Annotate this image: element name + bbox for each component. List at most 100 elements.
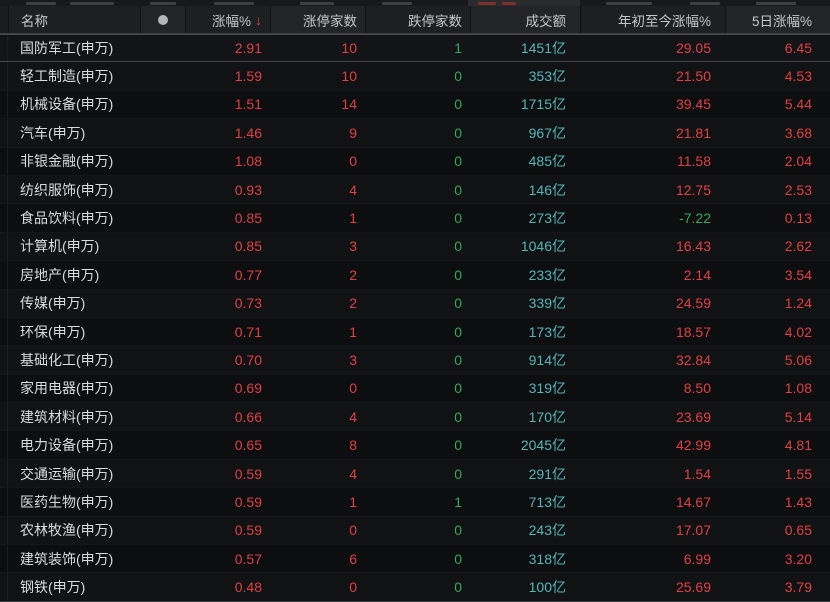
5day-change-cell: 5.44 — [784, 96, 812, 113]
turnover-cell: 967亿 — [528, 124, 566, 141]
table-body: 国防军工(申万) 2.91 10 1 1451亿 29.05 6.45 轻工制造(申万) 1.5… — [0, 34, 830, 602]
row-gutter — [0, 431, 8, 459]
ytd-change-cell: 18.57 — [675, 323, 711, 340]
sector-row[interactable]: 家用电器(申万) 0.69 0 0 319亿 8.50 1.08 — [0, 374, 830, 404]
change-pct-cell: 0.85 — [234, 238, 262, 255]
limit-up-count-cell: 9 — [349, 124, 357, 141]
row-gutter — [0, 261, 8, 289]
5day-change-cell: 1.55 — [784, 465, 812, 482]
dot-cell — [140, 517, 185, 544]
limit-down-count-cell: 0 — [454, 210, 462, 227]
row-gutter — [0, 516, 8, 545]
turnover-cell: 100亿 — [528, 579, 566, 596]
limit-up-count-cell: 0 — [349, 579, 357, 596]
sector-name-cell: 农林牧渔(申万) — [20, 522, 114, 539]
sector-name-cell: 食品饮料(申万) — [20, 210, 114, 227]
dot-cell — [140, 488, 185, 515]
ytd-change-cell: 12.75 — [675, 181, 711, 198]
5day-change-cell: 0.13 — [784, 210, 812, 227]
turnover-cell: 1451亿 — [520, 40, 566, 57]
turnover-cell: 353亿 — [528, 68, 566, 85]
col-header-change-pct[interactable]: 涨幅% ↓ — [185, 6, 270, 33]
ytd-change-cell: 24.59 — [675, 295, 711, 312]
sector-name-cell: 国防军工(申万) — [20, 40, 114, 57]
row-gutter — [0, 147, 8, 175]
row-gutter — [0, 317, 8, 346]
sector-row[interactable]: 建筑装饰(申万) 0.57 6 0 318亿 6.99 3.20 — [0, 545, 830, 574]
sector-name-cell: 家用电器(申万) — [20, 380, 114, 397]
dot-cell — [140, 431, 185, 458]
turnover-cell: 914亿 — [528, 351, 566, 368]
sector-row[interactable]: 交通运输(申万) 0.59 4 0 291亿 1.54 1.55 — [0, 459, 830, 489]
5day-change-cell: 5.06 — [784, 351, 812, 368]
limit-down-count-cell: 0 — [454, 238, 462, 255]
sector-name-cell: 医药生物(申万) — [20, 493, 114, 510]
5day-change-cell: 3.68 — [784, 124, 812, 141]
sector-name-cell: 环保(申万) — [20, 323, 86, 340]
change-pct-cell: 1.08 — [234, 153, 262, 170]
limit-up-count-cell: 2 — [349, 266, 357, 283]
5day-change-cell: 6.45 — [784, 40, 812, 57]
limit-up-count-cell: 1 — [349, 210, 357, 227]
change-pct-cell: 0.73 — [234, 295, 262, 312]
sector-row[interactable]: 传媒(申万) 0.73 2 0 339亿 24.59 1.24 — [0, 289, 830, 318]
row-gutter — [0, 545, 8, 573]
limit-up-count-cell: 0 — [349, 153, 357, 170]
limit-up-count-cell: 1 — [349, 323, 357, 340]
sector-row[interactable]: 建筑材料(申万) 0.66 4 0 170亿 23.69 5.14 — [0, 403, 830, 432]
sector-row[interactable]: 农林牧渔(申万) 0.59 0 0 243亿 17.07 0.65 — [0, 516, 830, 546]
dot-icon — [158, 14, 168, 25]
ytd-change-cell: 42.99 — [675, 437, 711, 454]
sector-row[interactable]: 医药生物(申万) 0.59 1 1 713亿 14.67 1.43 — [0, 488, 830, 517]
limit-up-count-cell: 4 — [349, 408, 357, 425]
sector-row[interactable]: 非银金融(申万) 1.08 0 0 485亿 11.58 2.04 — [0, 147, 830, 176]
col-header-limit-down[interactable]: 跌停家数 — [365, 6, 470, 33]
sector-row[interactable]: 机械设备(申万) 1.51 14 0 1715亿 39.45 5.44 — [0, 90, 830, 120]
sector-name-cell: 传媒(申万) — [20, 295, 86, 312]
sector-row[interactable]: 国防军工(申万) 2.91 10 1 1451亿 29.05 6.45 — [0, 34, 830, 63]
dot-cell — [140, 375, 185, 402]
dot-cell — [140, 204, 185, 231]
change-pct-cell: 0.69 — [234, 380, 262, 397]
row-gutter — [0, 90, 8, 119]
limit-up-count-cell: 10 — [341, 40, 357, 57]
limit-up-count-cell: 3 — [349, 351, 357, 368]
limit-down-count-cell: 0 — [454, 522, 462, 539]
col-header-5day-label: 5日涨幅% — [751, 13, 812, 29]
sector-row[interactable]: 汽车(申万) 1.46 9 0 967亿 21.81 3.68 — [0, 119, 830, 148]
limit-down-count-cell: 0 — [454, 295, 462, 312]
col-header-limit-down-label: 跌停家数 — [408, 13, 462, 29]
col-header-ytd-change[interactable]: 年初至今涨幅% — [580, 6, 725, 33]
sector-row[interactable]: 纺织服饰(申万) 0.93 4 0 146亿 12.75 2.53 — [0, 175, 830, 205]
dot-cell — [140, 233, 185, 260]
col-header-ytd-label: 年初至今涨幅% — [617, 13, 711, 29]
limit-down-count-cell: 0 — [454, 266, 462, 283]
sector-row[interactable]: 环保(申万) 0.71 1 0 173亿 18.57 4.02 — [0, 317, 830, 347]
sector-name-cell: 建筑装饰(申万) — [20, 550, 114, 567]
col-header-name[interactable]: 名称 — [8, 6, 140, 33]
change-pct-cell: 0.66 — [234, 408, 262, 425]
sector-name-cell: 交通运输(申万) — [20, 465, 114, 482]
change-pct-cell: 0.65 — [234, 437, 262, 454]
col-header-limit-up[interactable]: 涨停家数 — [270, 6, 365, 33]
sector-row[interactable]: 电力设备(申万) 0.65 8 0 2045亿 42.99 4.81 — [0, 431, 830, 460]
dot-cell — [140, 35, 185, 61]
5day-change-cell: 3.54 — [784, 266, 812, 283]
sector-row[interactable]: 钢铁(申万) 0.48 0 0 100亿 25.69 3.79 — [0, 573, 830, 602]
ytd-change-cell: 6.99 — [683, 550, 711, 567]
sector-row[interactable]: 房地产(申万) 0.77 2 0 233亿 2.14 3.54 — [0, 261, 830, 290]
limit-down-count-cell: 1 — [454, 493, 462, 510]
sector-row[interactable]: 食品饮料(申万) 0.85 1 0 273亿 -7.22 0.13 — [0, 204, 830, 233]
limit-down-count-cell: 0 — [454, 408, 462, 425]
col-header-turnover[interactable]: 成交额 — [470, 6, 580, 33]
turnover-cell: 339亿 — [528, 295, 566, 312]
sector-row[interactable]: 轻工制造(申万) 1.59 10 0 353亿 21.50 4.53 — [0, 62, 830, 91]
sector-row[interactable]: 计算机(申万) 0.85 3 0 1046亿 16.43 2.62 — [0, 232, 830, 262]
dot-cell — [140, 62, 185, 89]
sector-row[interactable]: 基础化工(申万) 0.70 3 0 914亿 32.84 5.06 — [0, 346, 830, 375]
col-header-5day-change[interactable]: 5日涨幅% — [725, 6, 830, 33]
ytd-change-cell: 2.14 — [683, 266, 711, 283]
col-header-dot[interactable] — [140, 6, 185, 33]
limit-down-count-cell: 0 — [454, 96, 462, 113]
sort-desc-icon: ↓ — [255, 11, 262, 28]
